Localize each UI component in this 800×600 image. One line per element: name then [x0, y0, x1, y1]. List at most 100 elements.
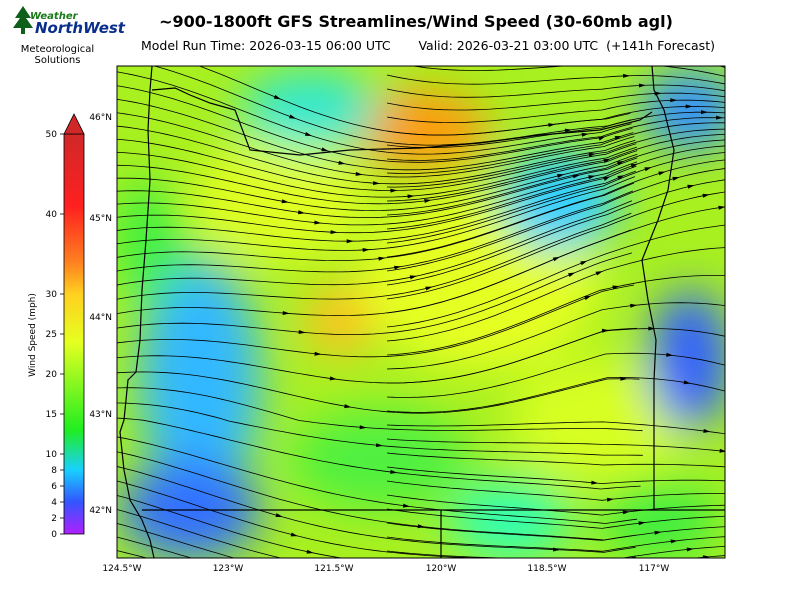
- colorbar-tick-label: 50: [46, 130, 58, 140]
- streamline-arrow: [362, 248, 370, 252]
- longitude-label: 120°W: [426, 564, 457, 574]
- streamline-arrow: [683, 380, 691, 385]
- colorbar-tick-label: 6: [51, 482, 57, 492]
- streamline-arrow: [357, 588, 364, 592]
- streamline-arrow: [373, 181, 381, 186]
- streamline-arrow: [402, 503, 411, 508]
- streamline: [386, 117, 725, 161]
- streamline: [386, 536, 725, 552]
- streamline: [386, 452, 725, 468]
- streamline: [117, 417, 641, 490]
- streamline-arrow: [617, 161, 625, 166]
- streamline-arrow: [687, 184, 695, 189]
- streamline-arrow: [606, 497, 614, 502]
- colorbar: 0 2 4 6 8 10 15 20 25 30 40 50: [46, 113, 85, 540]
- streamline-arrow: [670, 98, 678, 103]
- streamline: [117, 200, 633, 286]
- streamline-arrow: [375, 443, 384, 448]
- streamline: [117, 536, 193, 558]
- streamline: [386, 128, 725, 188]
- streamline-arrow: [718, 205, 725, 210]
- streamline: [386, 105, 725, 136]
- streamline-arrow: [588, 152, 596, 157]
- streamline: [386, 522, 725, 541]
- streamline: [386, 191, 725, 300]
- streamline: [117, 494, 344, 558]
- model-run-time: Model Run Time: 2026-03-15 06:00 UTC: [141, 38, 391, 53]
- streamline: [117, 161, 638, 226]
- streamline-arrow: [394, 265, 402, 270]
- colorbar-fill: [63, 133, 85, 535]
- logo-text-weather: Weather: [30, 11, 78, 22]
- pine-tree-icon: [13, 6, 33, 34]
- streamline: [117, 165, 637, 234]
- streamline: [410, 66, 725, 77]
- colorbar-tick-label: 25: [46, 330, 57, 340]
- streamline-arrow: [409, 275, 417, 280]
- streamline: [386, 179, 725, 286]
- streamline: [117, 98, 634, 171]
- streamline-arrow: [586, 567, 593, 571]
- idaho-border: [641, 66, 675, 510]
- streamline: [386, 466, 725, 485]
- streamline-arrow: [612, 285, 620, 290]
- streamline-arrow: [552, 256, 560, 262]
- streamline-arrow: [686, 547, 694, 552]
- streamline: [386, 84, 725, 98]
- streamline-arrow: [622, 510, 630, 515]
- streamline-arrow: [598, 136, 606, 141]
- latitude-labels: 46°N 45°N 44°N 43°N 42°N: [89, 113, 112, 516]
- streamline-arrow: [346, 239, 354, 244]
- streamline-arrow: [407, 194, 415, 199]
- streamline-arrow: [569, 559, 576, 563]
- longitude-label: 121.5°W: [314, 564, 353, 574]
- streamline-arrow: [390, 188, 398, 193]
- streamline: [386, 133, 725, 202]
- streamline-arrow: [564, 128, 572, 133]
- streamline: [386, 145, 725, 230]
- streamline-arrow: [330, 230, 338, 235]
- logo-text-northwest: NorthWest: [35, 19, 125, 37]
- streamline-arrow: [298, 330, 306, 334]
- streamline-arrow: [298, 210, 306, 215]
- logo-subtitle-line1: Meteorological: [20, 44, 95, 55]
- streamline: [117, 125, 636, 185]
- streamline: [386, 508, 725, 529]
- streamline-arrow: [719, 448, 725, 453]
- streamline: [386, 99, 725, 124]
- logo: Weather NorthWest Meteorological Solutio…: [10, 6, 125, 68]
- longitude-label: 118.5°W: [527, 564, 566, 574]
- streamline-arrow: [329, 376, 337, 381]
- streamline: [117, 190, 634, 273]
- streamline: [87, 572, 643, 600]
- streamline-arrow: [591, 48, 598, 52]
- streamline: [386, 247, 725, 342]
- streamline: [386, 122, 725, 174]
- streamline: [386, 480, 725, 501]
- streamline: [386, 377, 725, 413]
- longitude-label: 124.5°W: [102, 564, 141, 574]
- columbia-river: [151, 87, 653, 156]
- streamline-arrow: [581, 132, 589, 137]
- streamline-arrow: [603, 158, 611, 164]
- streamline: [117, 509, 283, 558]
- latitude-label: 44°N: [89, 313, 112, 323]
- streamline: [117, 150, 638, 205]
- streamline: [117, 153, 638, 212]
- streamline-arrow: [666, 352, 674, 357]
- streamline: [117, 138, 637, 191]
- streamline-arrow: [580, 260, 588, 266]
- streamline-arrow: [289, 114, 297, 119]
- streamline-arrow: [672, 176, 680, 181]
- streamline: [117, 252, 633, 336]
- streamline-arrow: [340, 577, 347, 581]
- streamline: [117, 284, 635, 358]
- forecast-times: Model Run Time: 2026-03-15 06:00 UTC Val…: [141, 38, 715, 53]
- colorbar-tick-label: 4: [51, 498, 57, 508]
- streamline: [387, 582, 746, 600]
- streamline-arrow: [654, 530, 662, 535]
- latitude-label: 45°N: [89, 214, 112, 224]
- streamline-arrow: [702, 555, 710, 558]
- streamline: [386, 275, 725, 356]
- streamline-arrow: [638, 521, 646, 526]
